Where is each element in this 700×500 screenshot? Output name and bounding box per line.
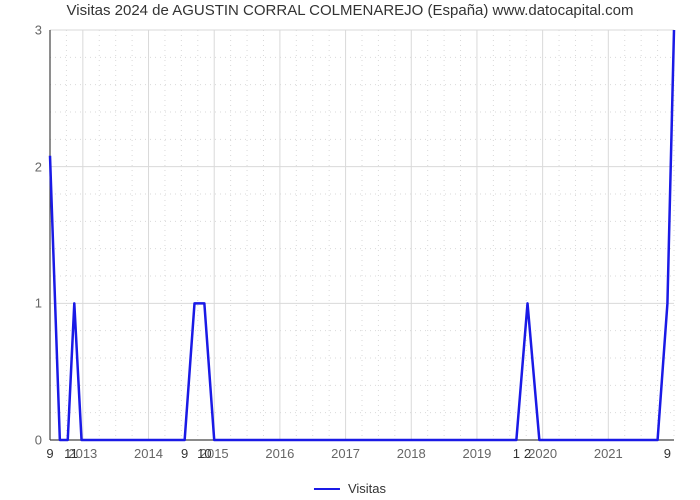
y-tick-label: 3 [35,23,42,38]
x-tick-label: 2018 [397,446,426,461]
x-tick-label: 2014 [134,446,163,461]
x-tick-label: 2021 [594,446,623,461]
point-label: 2 [524,446,531,461]
point-label: 9 [46,446,53,461]
legend: Visitas [314,481,386,496]
chart-svg [50,30,674,440]
legend-label: Visitas [348,481,386,496]
point-label: 10 [197,446,211,461]
point-label: 1 [71,446,78,461]
point-label: 1 [513,446,520,461]
x-tick-label: 2017 [331,446,360,461]
legend-swatch [314,488,340,490]
chart-container: Visitas 2024 de AGUSTIN CORRAL COLMENARE… [0,0,700,500]
x-tick-label: 2016 [265,446,294,461]
y-tick-label: 1 [35,296,42,311]
y-tick-label: 0 [35,433,42,448]
y-tick-label: 2 [35,159,42,174]
plot-area: 0123201320142015201620172018201920202021… [50,30,674,440]
x-tick-label: 2020 [528,446,557,461]
point-label: 9 [664,446,671,461]
chart-title: Visitas 2024 de AGUSTIN CORRAL COLMENARE… [67,2,634,19]
point-label: 9 [181,446,188,461]
x-tick-label: 2019 [462,446,491,461]
